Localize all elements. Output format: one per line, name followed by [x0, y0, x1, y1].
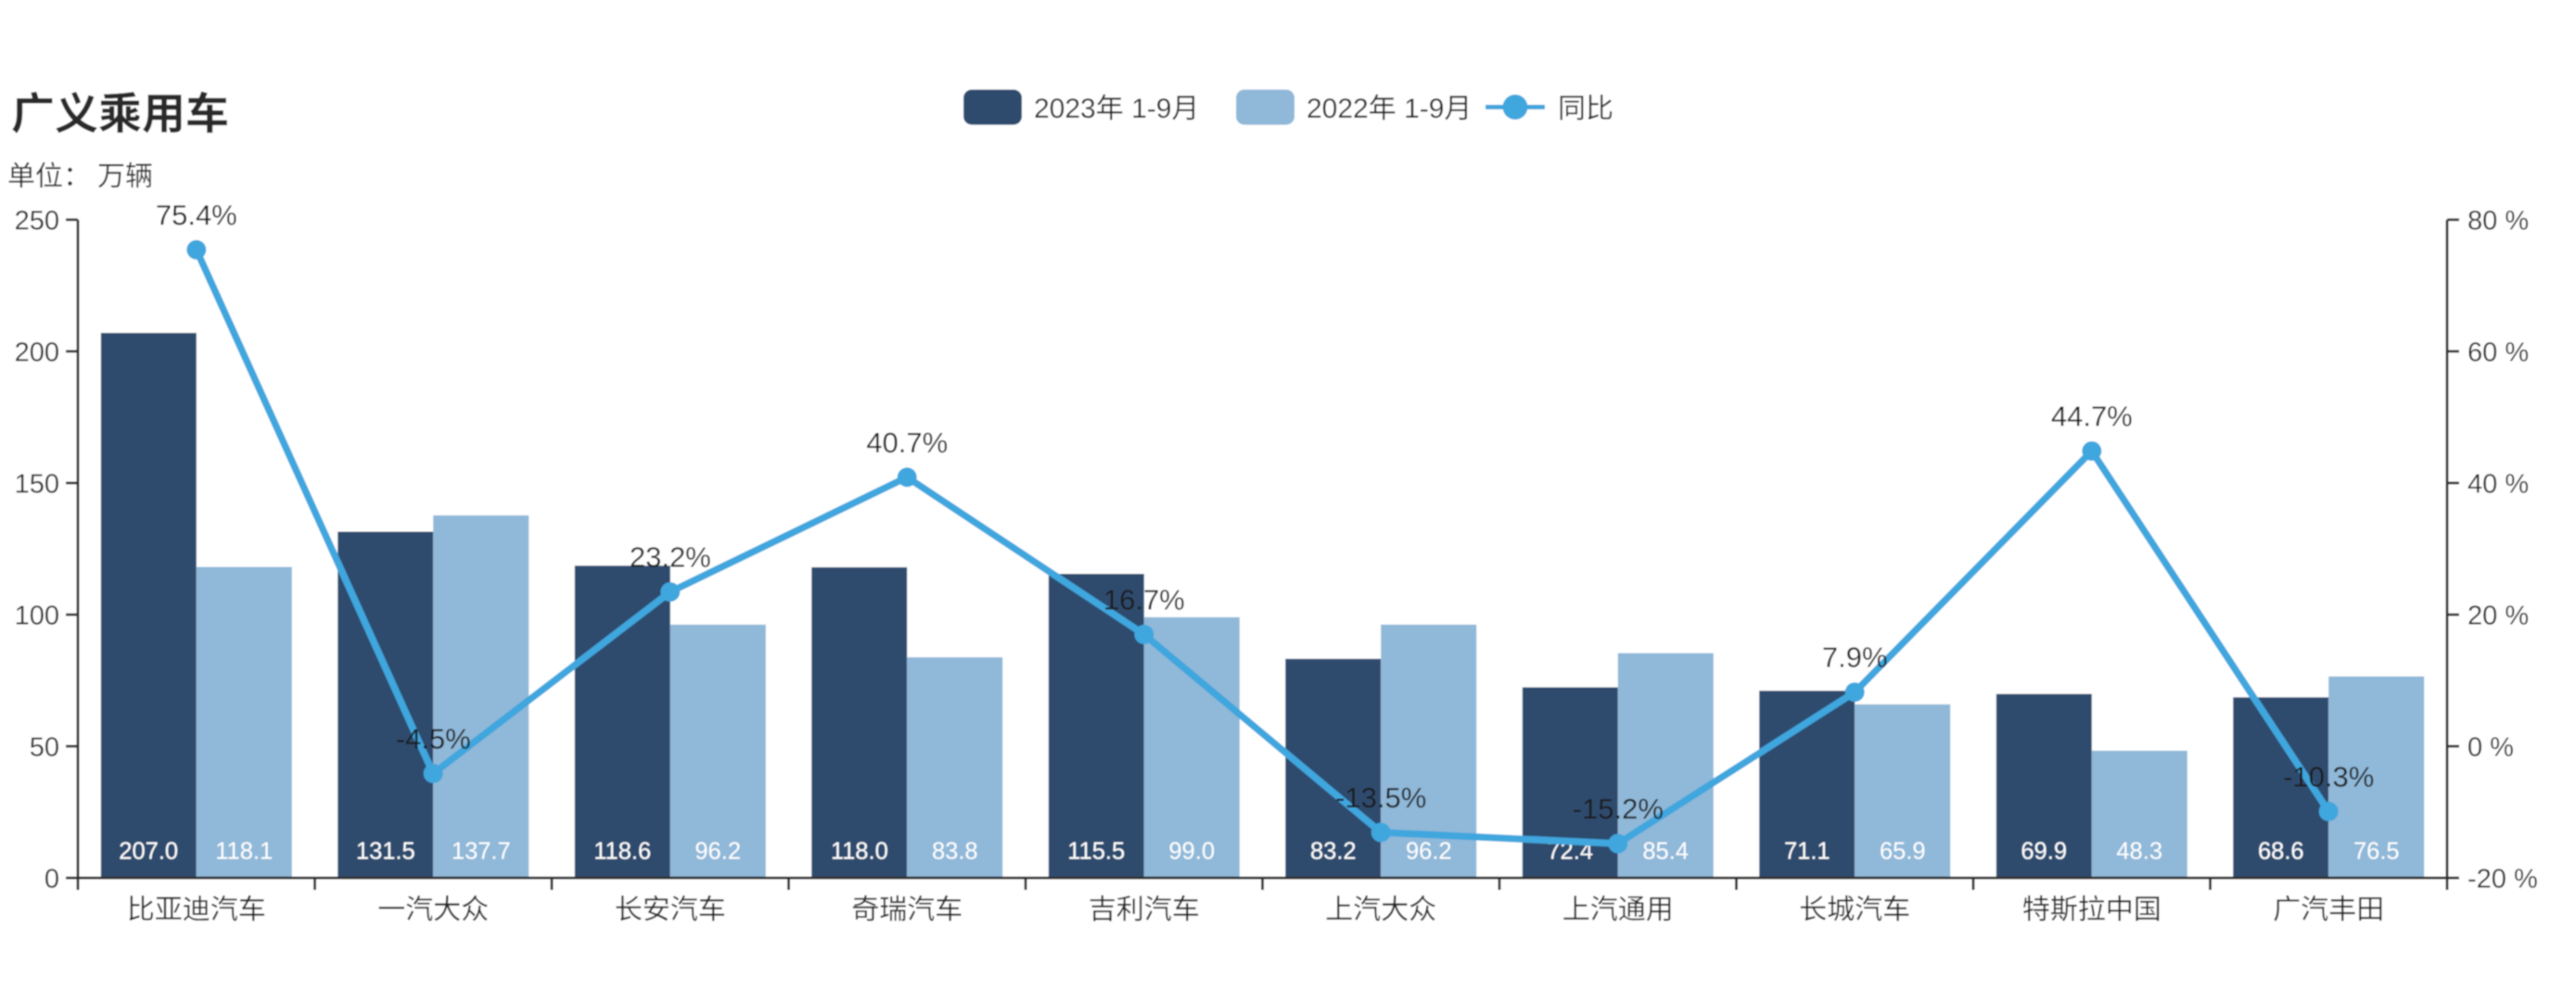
- svg-text:65.9: 65.9: [1880, 839, 1926, 865]
- svg-text:1-9: 1-9: [1131, 94, 1171, 124]
- svg-text:75.4%: 75.4%: [156, 198, 237, 231]
- svg-text:118.1: 118.1: [215, 839, 273, 865]
- svg-text:96.2: 96.2: [1406, 839, 1452, 865]
- svg-text:80 %: 80 %: [2468, 207, 2529, 236]
- svg-text:115.5: 115.5: [1067, 839, 1125, 865]
- svg-text:85.4: 85.4: [1642, 839, 1689, 865]
- svg-text:207.0: 207.0: [119, 839, 178, 865]
- svg-text:7.9%: 7.9%: [1822, 642, 1888, 674]
- svg-text:118.6: 118.6: [593, 839, 651, 865]
- svg-text:20 %: 20 %: [2468, 602, 2529, 631]
- svg-text:-4.5%: -4.5%: [396, 722, 471, 755]
- svg-text:16.7%: 16.7%: [1103, 583, 1185, 616]
- svg-text:44.7%: 44.7%: [2051, 400, 2133, 433]
- svg-text:100: 100: [15, 602, 59, 631]
- svg-text:150: 150: [15, 470, 59, 500]
- svg-text:50: 50: [30, 733, 59, 763]
- svg-text:71.1: 71.1: [1784, 839, 1830, 865]
- svg-text:131.5: 131.5: [356, 839, 415, 865]
- svg-text:60 %: 60 %: [2468, 338, 2529, 368]
- svg-text:250: 250: [15, 207, 59, 236]
- svg-text:-15.2%: -15.2%: [1573, 793, 1664, 825]
- svg-text:96.2: 96.2: [695, 839, 741, 865]
- svg-text:-10.3%: -10.3%: [2283, 760, 2374, 793]
- svg-text:23.2%: 23.2%: [630, 541, 711, 574]
- svg-text:48.3: 48.3: [2116, 839, 2162, 865]
- svg-text:83.8: 83.8: [932, 839, 978, 865]
- svg-text:0 %: 0 %: [2468, 733, 2514, 763]
- svg-text:68.6: 68.6: [2258, 839, 2304, 865]
- svg-text:2023: 2023: [1034, 94, 1096, 124]
- svg-text:69.9: 69.9: [2021, 839, 2067, 865]
- svg-text:200: 200: [15, 338, 59, 368]
- svg-text:1-9: 1-9: [1404, 94, 1444, 124]
- svg-text:40.7%: 40.7%: [866, 426, 948, 459]
- svg-text:40 %: 40 %: [2468, 470, 2529, 500]
- svg-text:99.0: 99.0: [1168, 839, 1215, 865]
- svg-text:-13.5%: -13.5%: [1335, 782, 1426, 814]
- svg-text:2022: 2022: [1307, 94, 1369, 124]
- svg-text:118.0: 118.0: [831, 839, 888, 865]
- svg-text:-20 %: -20 %: [2468, 865, 2538, 895]
- svg-text:83.2: 83.2: [1310, 839, 1357, 865]
- svg-text:0: 0: [45, 865, 59, 895]
- svg-text:137.7: 137.7: [452, 839, 511, 865]
- svg-text:76.5: 76.5: [2353, 839, 2400, 865]
